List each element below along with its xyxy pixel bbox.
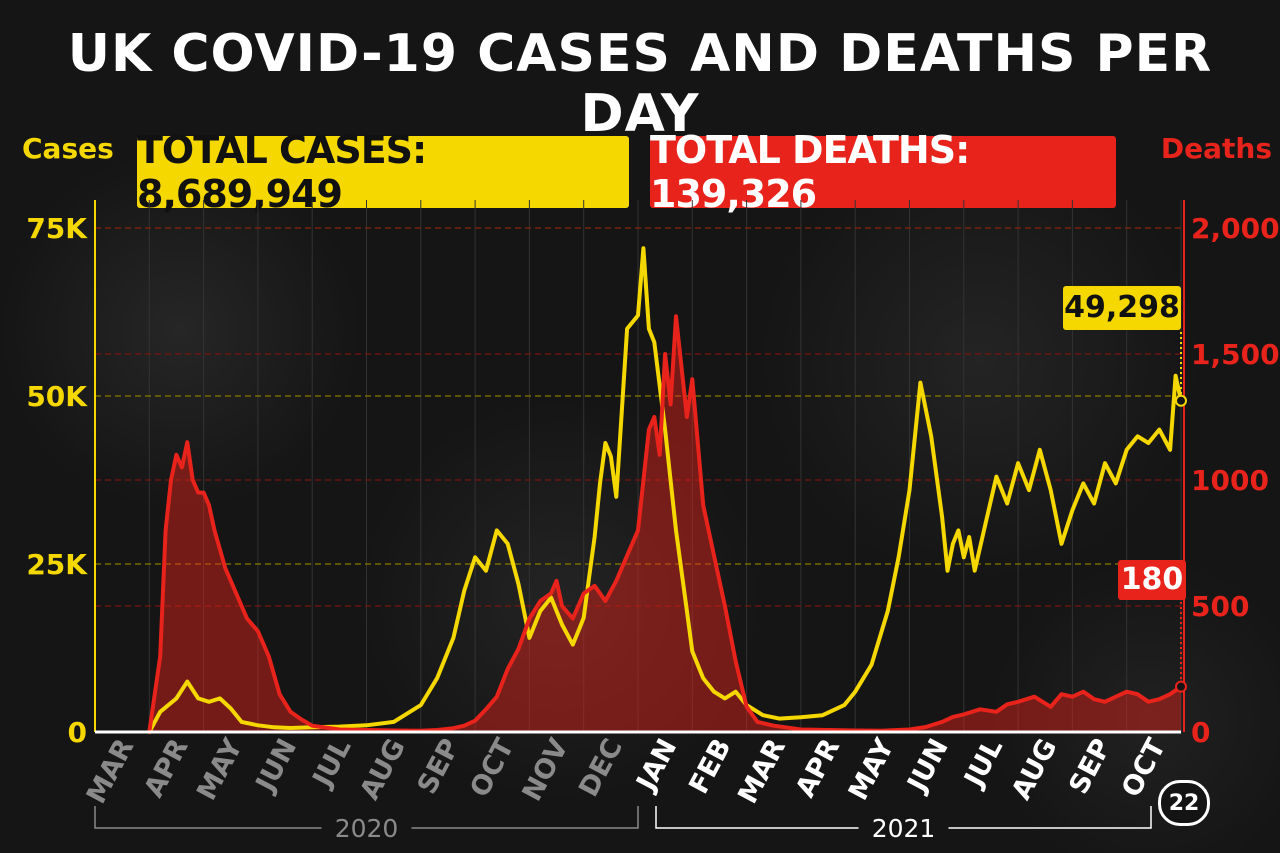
month-label: JUN xyxy=(901,734,955,799)
series-lines xyxy=(147,246,1183,734)
total-deaths-label: TOTAL DEATHS: 139,326 xyxy=(650,128,970,216)
month-label: DEC xyxy=(573,734,629,802)
month-label: JUL xyxy=(306,734,357,794)
cases-tick-label: 25K xyxy=(26,548,88,581)
year-bracket xyxy=(411,806,639,829)
total-deaths-box: TOTAL DEATHS: 139,326 xyxy=(650,128,1116,216)
month-label: MAY xyxy=(843,733,901,805)
tick-labels: 0 25K 50K 75K 0 500 1000 1,500 2,000 xyxy=(26,212,1279,749)
latest-markers xyxy=(1175,332,1187,693)
year-bracket xyxy=(948,806,1152,829)
month-label: NOV xyxy=(516,734,574,807)
deaths-line xyxy=(147,314,1183,734)
latest-cases-callout: 49,298 xyxy=(1063,286,1181,330)
month-label: MAR xyxy=(732,734,792,809)
month-label: APR xyxy=(138,734,194,803)
month-label: SEP xyxy=(412,734,466,799)
latest-deaths-callout: 180 xyxy=(1118,560,1186,600)
month-label: JUL xyxy=(958,734,1009,794)
deaths-tick-label: 1,500 xyxy=(1191,338,1280,371)
month-label: MAR xyxy=(81,734,141,809)
month-label: AUG xyxy=(1006,734,1063,805)
month-label: APR xyxy=(790,734,846,803)
cases-tick-label: 75K xyxy=(26,212,88,245)
month-label: OCT xyxy=(464,733,520,802)
deaths-tick-label: 2,000 xyxy=(1191,212,1280,245)
month-label: JUN xyxy=(249,734,303,799)
month-label: MAY xyxy=(191,733,249,805)
month-label: FEB xyxy=(683,734,737,799)
page-title: UK COVID-19 CASES AND DEATHS PER DAY xyxy=(67,24,1213,144)
total-cases-box: TOTAL CASES: 8,689,949 xyxy=(137,128,629,216)
month-label: SEP xyxy=(1063,734,1117,799)
grid xyxy=(94,200,1182,732)
cases-line xyxy=(147,246,1183,734)
axes xyxy=(94,200,1185,734)
year-labels: 2020 2021 xyxy=(94,806,1152,843)
page-badge: 22 xyxy=(1158,780,1210,826)
deaths-tick-label: 500 xyxy=(1191,590,1249,623)
year-label: 2020 xyxy=(335,814,399,843)
deaths-axis-title: Deaths xyxy=(1160,132,1272,165)
cases-axis-title: Cases xyxy=(22,132,114,165)
total-cases-label: TOTAL CASES: 8,689,949 xyxy=(137,128,427,216)
cases-tick-label: 50K xyxy=(26,380,88,413)
year-bracket xyxy=(94,806,322,829)
deaths-tick-label: 0 xyxy=(1191,716,1210,749)
month-label: JAN xyxy=(630,734,683,798)
deaths-area xyxy=(149,316,1181,732)
deaths-latest-point xyxy=(1175,680,1187,693)
year-label: 2021 xyxy=(872,814,936,843)
month-label: AUG xyxy=(354,734,411,805)
year-bracket xyxy=(655,806,859,829)
cases-latest-point xyxy=(1175,394,1187,407)
area-fills xyxy=(149,316,1181,732)
deaths-tick-label: 1000 xyxy=(1191,464,1269,497)
cases-tick-label: 0 xyxy=(68,716,87,749)
